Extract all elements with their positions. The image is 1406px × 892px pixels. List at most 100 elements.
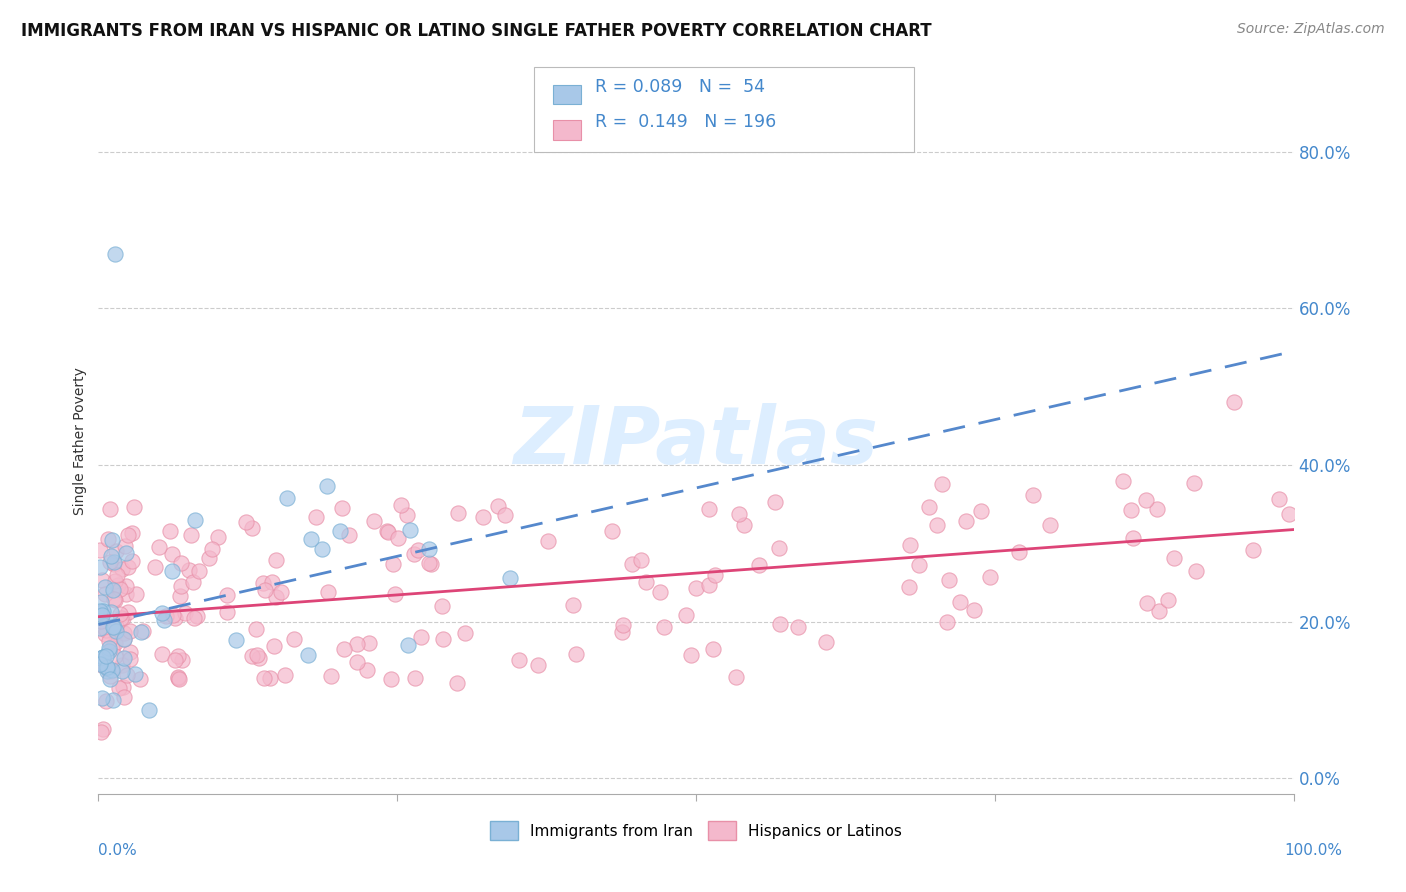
Point <box>918 500 941 514</box>
Point <box>93 649 115 664</box>
Point <box>110 607 132 621</box>
Point <box>101 620 124 634</box>
Point <box>1185 564 1208 578</box>
Point <box>183 512 205 526</box>
Point <box>260 574 283 589</box>
Text: 100.0%: 100.0% <box>1285 843 1343 858</box>
Point <box>155 609 177 624</box>
Point <box>97 532 120 546</box>
Point <box>101 582 124 597</box>
Point <box>115 546 138 560</box>
Point <box>787 620 810 634</box>
Point <box>634 575 657 590</box>
Point <box>89 543 111 558</box>
Point <box>432 599 454 614</box>
Point <box>283 632 305 647</box>
Point <box>381 557 404 571</box>
Point <box>118 645 141 659</box>
Point <box>1157 592 1180 607</box>
Point <box>115 579 138 593</box>
Point <box>769 616 792 631</box>
Text: R = 0.089   N =  54: R = 0.089 N = 54 <box>595 78 765 95</box>
Point <box>1112 475 1135 489</box>
Point <box>727 508 749 522</box>
Point <box>225 633 247 648</box>
Point <box>90 657 112 672</box>
Point <box>1121 503 1143 517</box>
Point <box>98 672 121 686</box>
Point <box>418 541 440 556</box>
Point <box>898 538 921 552</box>
Point <box>1223 395 1246 409</box>
Point <box>650 584 672 599</box>
Point <box>183 610 205 624</box>
Point <box>935 615 957 629</box>
Point <box>242 648 264 663</box>
Point <box>537 533 560 548</box>
Point <box>198 551 221 566</box>
Point <box>111 562 134 576</box>
Point <box>188 564 211 578</box>
Point <box>406 542 429 557</box>
Point <box>117 605 139 619</box>
Point <box>121 554 143 568</box>
Point <box>1135 493 1157 508</box>
Point <box>117 667 139 681</box>
Point <box>814 634 837 648</box>
Point <box>253 671 276 685</box>
Point <box>612 617 634 632</box>
Point <box>96 664 118 678</box>
Point <box>90 656 112 670</box>
Point <box>108 582 131 596</box>
Point <box>114 539 136 553</box>
Point <box>377 525 399 540</box>
Point <box>100 556 122 570</box>
Legend: Immigrants from Iran, Hispanics or Latinos: Immigrants from Iran, Hispanics or Latin… <box>484 815 908 847</box>
Point <box>446 675 468 690</box>
Point <box>201 542 224 557</box>
Point <box>166 671 188 685</box>
Point <box>724 670 747 684</box>
Text: IMMIGRANTS FROM IRAN VS HISPANIC OR LATINO SINGLE FATHER POVERTY CORRELATION CHA: IMMIGRANTS FROM IRAN VS HISPANIC OR LATI… <box>21 22 932 40</box>
Text: Source: ZipAtlas.com: Source: ZipAtlas.com <box>1237 22 1385 37</box>
Point <box>697 577 720 591</box>
Point <box>121 526 143 541</box>
Point <box>90 651 112 665</box>
Point <box>90 614 112 628</box>
Point <box>103 620 125 634</box>
Point <box>389 498 412 512</box>
Point <box>675 608 697 623</box>
Point <box>104 636 127 650</box>
Point <box>259 672 281 686</box>
Point <box>276 491 298 506</box>
Point <box>162 564 184 578</box>
Point <box>1147 604 1170 618</box>
Point <box>100 665 122 679</box>
Point <box>104 593 127 607</box>
Point <box>486 499 509 513</box>
Point <box>768 541 790 556</box>
Point <box>103 693 125 707</box>
Point <box>131 624 153 639</box>
Point <box>249 650 271 665</box>
Point <box>610 625 633 640</box>
Point <box>103 592 125 607</box>
Point <box>100 640 122 655</box>
Point <box>98 634 121 648</box>
Point <box>94 649 117 664</box>
Point <box>111 664 134 678</box>
Point <box>125 587 148 601</box>
Point <box>112 632 135 646</box>
Point <box>748 558 770 572</box>
Point <box>153 614 176 628</box>
Point <box>93 587 115 601</box>
Point <box>396 638 419 652</box>
Point <box>398 523 420 537</box>
Point <box>955 514 977 528</box>
Point <box>169 589 191 603</box>
Point <box>329 524 352 538</box>
Point <box>246 648 269 662</box>
Point <box>90 690 112 705</box>
Point <box>337 527 360 541</box>
Point <box>432 632 454 646</box>
